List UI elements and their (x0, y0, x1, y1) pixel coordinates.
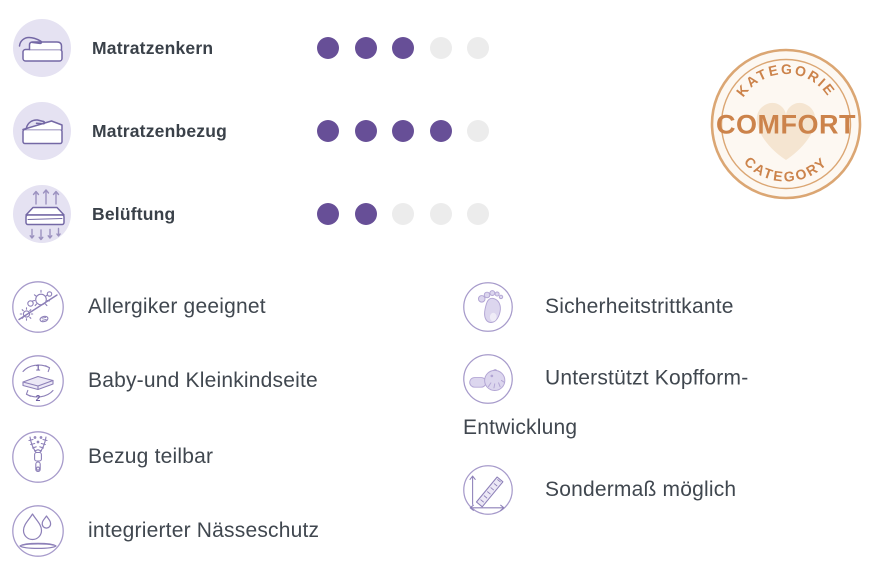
rating-row-belueftung: Belüftung (13, 185, 553, 243)
rating-label: Belüftung (92, 203, 176, 224)
moisture-protection-icon (12, 505, 64, 557)
rating-dot-empty (467, 120, 489, 142)
rating-dot-filled (354, 37, 377, 59)
side-number-1: 1 (36, 363, 41, 373)
feature-naesseschutz: integrierter Nässeschutz (12, 505, 319, 557)
rating-dot-empty (429, 203, 452, 225)
feature-label: Allergiker geeignet (88, 295, 266, 318)
baby-toddler-side-icon: 1 2 (12, 355, 64, 407)
feature-label: Sondermaß möglich (545, 478, 737, 501)
feature-label: Bezug teilbar (88, 445, 214, 468)
rating-dot-filled (392, 37, 414, 59)
rating-dot-filled (317, 37, 339, 59)
rating-dot-filled (429, 120, 452, 142)
feature-sondermass: Sondermaß möglich (463, 465, 736, 515)
custom-size-icon (463, 465, 513, 515)
side-number-2: 2 (36, 393, 41, 403)
comfort-category-badge: KATEGORIE CATEGORY COMFORT (710, 48, 862, 200)
badge-center-text: COMFORT (716, 110, 856, 140)
rating-dots (317, 203, 489, 225)
head-shape-support-icon (463, 354, 513, 404)
feature-kopfform-entwicklung: Unterstützt Kopfform-Entwicklung (463, 354, 827, 451)
rating-dot-empty (429, 37, 452, 59)
rating-dot-filled (317, 120, 339, 142)
rating-dot-empty (467, 203, 489, 225)
feature-label: Baby-und Kleinkindseite (88, 369, 318, 392)
rating-row-matratzenkern: Matratzenkern (13, 19, 553, 77)
rating-dot-filled (317, 203, 339, 225)
heart-icon (756, 102, 816, 160)
allergy-friendly-icon (12, 281, 64, 333)
feature-label: Sicherheitstrittkante (545, 295, 734, 318)
mattress-cover-icon (13, 102, 71, 160)
ventilation-icon (13, 185, 71, 243)
feature-bezug-teilbar: Bezug teilbar (12, 431, 213, 483)
feature-baby-kleinkindseite: 1 2 Baby-und Kleinkindseite (12, 355, 318, 407)
feature-allergiker: Allergiker geeignet (12, 281, 266, 333)
safety-step-edge-icon (463, 282, 513, 332)
rating-dots (317, 120, 489, 142)
mattress-core-icon (13, 19, 71, 77)
feature-sicherheitstrittkante: Sicherheitstrittkante (463, 282, 734, 332)
feature-label: integrierter Nässeschutz (88, 519, 320, 542)
rating-dot-filled (354, 203, 377, 225)
rating-row-matratzenbezug: Matratzenbezug (13, 102, 553, 160)
rating-dot-filled (354, 120, 377, 142)
rating-dot-filled (392, 120, 414, 142)
rating-dot-empty (392, 203, 414, 225)
rating-dot-empty (467, 37, 489, 59)
rating-label: Matratzenkern (92, 37, 214, 58)
divisible-cover-icon (12, 431, 64, 483)
rating-dots (317, 37, 489, 59)
rating-label: Matratzenbezug (92, 120, 228, 141)
feature-label: Unterstützt Kopfform-Entwicklung (463, 366, 749, 439)
